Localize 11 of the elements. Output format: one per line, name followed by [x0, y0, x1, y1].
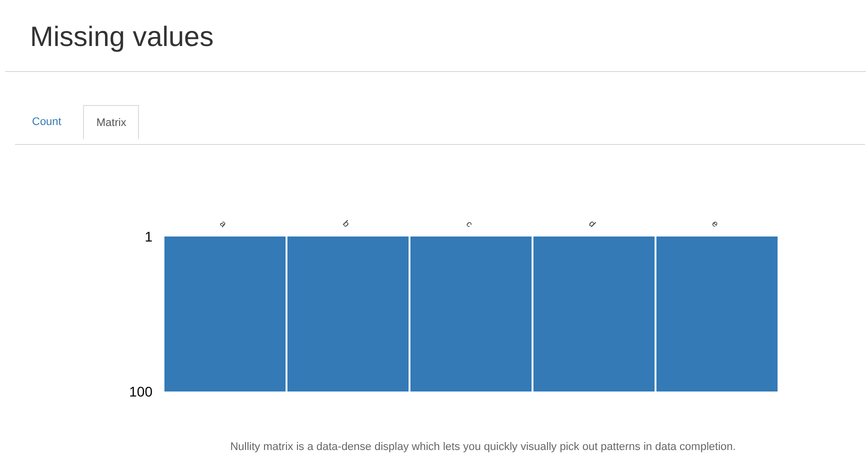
chart-title: Missing values — [30, 20, 214, 54]
x-tick-label: d — [586, 218, 598, 229]
y-tick-label: 100 — [129, 384, 153, 400]
text: Matrix — [96, 116, 126, 131]
text: Count — [32, 115, 62, 130]
x-tick-label: b — [340, 218, 352, 229]
text: Nullity matrix is a data-dense display which lets you quickly visually pick out patterns in data completion. — [230, 440, 736, 455]
x-tick-label: c — [464, 218, 475, 230]
x-tick-label: a — [218, 218, 229, 229]
x-tick-label: e — [710, 218, 721, 229]
y-tick-label: 1 — [144, 228, 153, 244]
